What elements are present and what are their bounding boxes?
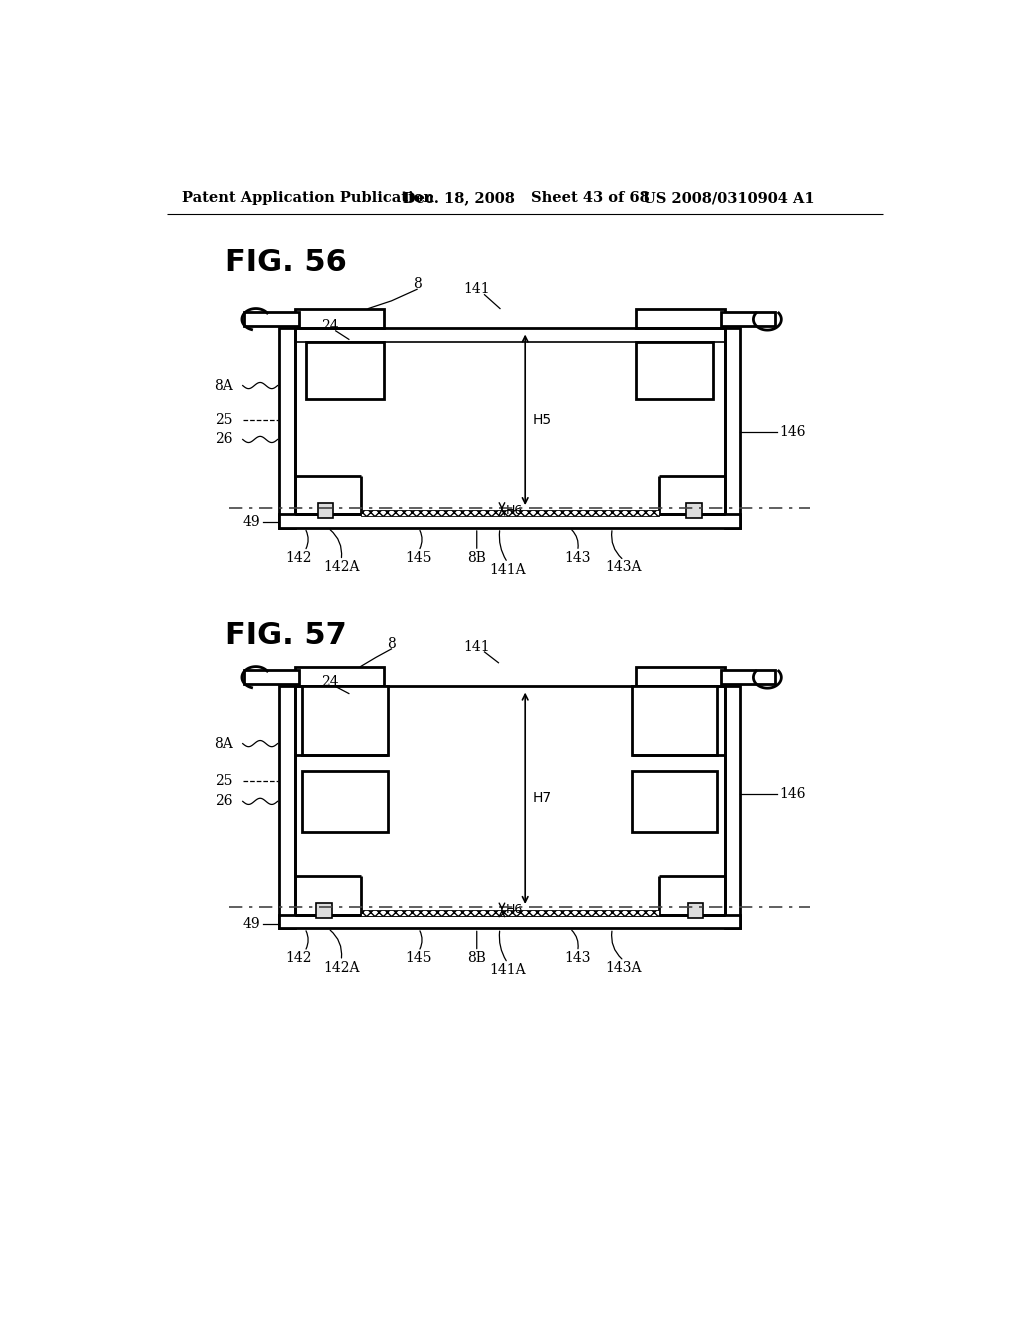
- Bar: [636, 309, 725, 327]
- Text: 26: 26: [215, 795, 232, 808]
- Text: 141A: 141A: [489, 562, 526, 577]
- Bar: [295, 667, 384, 686]
- Bar: [280, 686, 295, 928]
- Bar: [360, 510, 658, 516]
- Bar: [725, 686, 740, 928]
- Text: 146: 146: [779, 425, 806, 438]
- Text: 25: 25: [215, 413, 232, 428]
- Text: H6: H6: [506, 903, 523, 916]
- Text: 141: 141: [464, 282, 490, 296]
- Text: 49: 49: [242, 515, 260, 529]
- Bar: [317, 503, 334, 517]
- Bar: [280, 515, 740, 528]
- Text: H7: H7: [532, 791, 552, 805]
- Text: 142A: 142A: [323, 961, 359, 974]
- Text: 142A: 142A: [323, 560, 359, 574]
- Bar: [302, 771, 388, 832]
- Text: H5: H5: [532, 413, 552, 426]
- Bar: [725, 327, 740, 528]
- Bar: [280, 515, 740, 528]
- Bar: [280, 915, 740, 928]
- Text: 143A: 143A: [606, 961, 642, 974]
- Text: Patent Application Publication: Patent Application Publication: [182, 191, 434, 206]
- Text: 141A: 141A: [489, 964, 526, 977]
- Bar: [636, 667, 725, 686]
- Bar: [295, 667, 384, 686]
- Text: US 2008/0310904 A1: US 2008/0310904 A1: [643, 191, 815, 206]
- Text: 25: 25: [215, 774, 232, 788]
- Bar: [302, 686, 388, 755]
- Text: 8B: 8B: [467, 952, 486, 965]
- Bar: [245, 313, 299, 326]
- Bar: [360, 909, 658, 916]
- Text: 143: 143: [564, 552, 591, 565]
- Text: Sheet 43 of 68: Sheet 43 of 68: [531, 191, 650, 206]
- Bar: [280, 327, 295, 528]
- Text: 142: 142: [286, 552, 311, 565]
- Bar: [280, 327, 295, 528]
- Bar: [721, 671, 775, 684]
- Bar: [280, 686, 295, 928]
- Bar: [636, 667, 725, 686]
- Bar: [725, 686, 740, 928]
- Bar: [245, 671, 299, 684]
- Text: 141: 141: [464, 640, 490, 655]
- Bar: [295, 309, 384, 327]
- Text: 143A: 143A: [606, 560, 642, 574]
- Bar: [725, 327, 740, 528]
- Text: 143: 143: [564, 952, 591, 965]
- Text: 145: 145: [406, 952, 432, 965]
- Text: 145: 145: [406, 552, 432, 565]
- Text: H6: H6: [506, 504, 523, 517]
- Bar: [721, 313, 775, 326]
- Bar: [306, 342, 384, 400]
- Text: 8A: 8A: [214, 379, 232, 392]
- Text: 24: 24: [321, 675, 338, 689]
- Text: 8: 8: [387, 636, 396, 651]
- Bar: [316, 903, 332, 919]
- Text: 8A: 8A: [214, 737, 232, 751]
- Text: Dec. 18, 2008: Dec. 18, 2008: [403, 191, 515, 206]
- Bar: [295, 309, 384, 327]
- Text: 142: 142: [286, 952, 311, 965]
- Text: 8B: 8B: [467, 552, 486, 565]
- Bar: [245, 313, 299, 326]
- Bar: [636, 309, 725, 327]
- Text: 146: 146: [779, 787, 806, 801]
- Bar: [721, 313, 775, 326]
- Bar: [632, 686, 717, 755]
- Text: 49: 49: [242, 917, 260, 931]
- Bar: [686, 503, 701, 517]
- Bar: [636, 342, 713, 400]
- Bar: [245, 671, 299, 684]
- Text: 24: 24: [321, 319, 338, 333]
- Text: FIG. 57: FIG. 57: [225, 622, 347, 651]
- Bar: [632, 771, 717, 832]
- Text: FIG. 56: FIG. 56: [225, 248, 347, 277]
- Bar: [280, 915, 740, 928]
- Text: 26: 26: [215, 433, 232, 446]
- Text: 8: 8: [413, 277, 422, 290]
- Bar: [721, 671, 775, 684]
- Bar: [687, 903, 703, 919]
